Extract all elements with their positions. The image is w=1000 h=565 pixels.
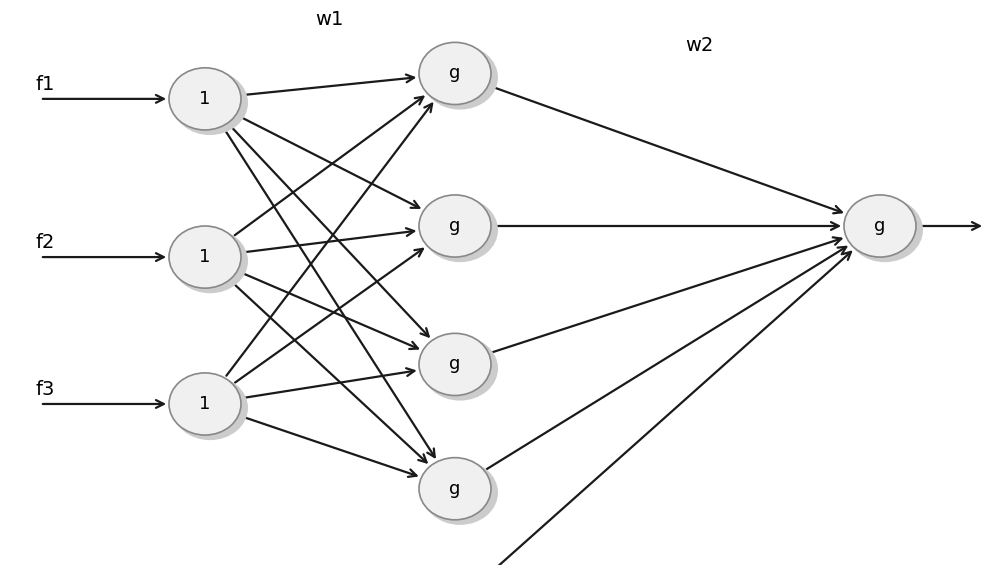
Ellipse shape [169, 373, 241, 435]
Text: 1: 1 [199, 90, 211, 108]
Text: g: g [449, 480, 461, 498]
Text: f2: f2 [35, 233, 54, 253]
Text: w1: w1 [315, 10, 343, 29]
Ellipse shape [169, 68, 241, 130]
Ellipse shape [844, 195, 916, 257]
Text: g: g [874, 217, 886, 235]
Ellipse shape [172, 376, 248, 440]
Ellipse shape [419, 42, 491, 105]
Ellipse shape [422, 336, 498, 401]
Ellipse shape [419, 458, 491, 520]
Ellipse shape [419, 195, 491, 257]
Text: 1: 1 [199, 395, 211, 413]
Text: f1: f1 [35, 75, 54, 94]
Ellipse shape [172, 229, 248, 293]
Ellipse shape [169, 226, 241, 288]
Text: w2: w2 [685, 36, 713, 55]
Text: 1: 1 [199, 248, 211, 266]
Ellipse shape [422, 45, 498, 110]
Ellipse shape [172, 71, 248, 135]
Text: f3: f3 [35, 380, 54, 399]
Text: g: g [449, 355, 461, 373]
Ellipse shape [422, 198, 498, 262]
Ellipse shape [419, 333, 491, 395]
Ellipse shape [847, 198, 923, 262]
Text: g: g [449, 64, 461, 82]
Ellipse shape [422, 460, 498, 525]
Text: g: g [449, 217, 461, 235]
